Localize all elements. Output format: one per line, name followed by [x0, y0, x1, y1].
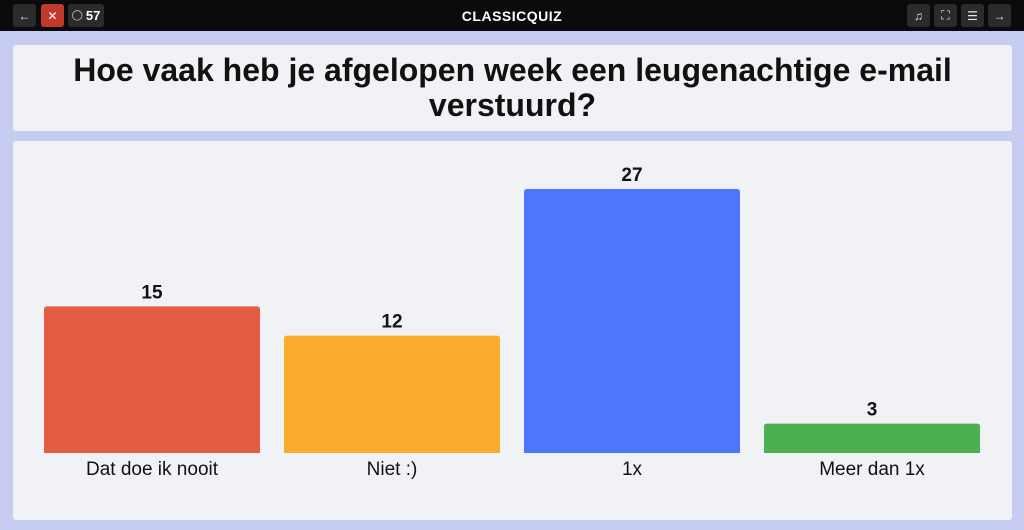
comment-icon: ◯ [71, 10, 83, 21]
category-label: Dat doe ik nooit [86, 459, 219, 480]
category-label: 1x [622, 459, 643, 480]
category-label: Meer dan 1x [819, 459, 925, 480]
bar-value-label: 3 [867, 400, 878, 421]
results-bar-chart: 15 Dat doe ik nooit 12 Niet :) 27 1x 3 Meer dan… [44, 165, 980, 480]
music-button[interactable]: ♫ [907, 4, 930, 27]
app-title: CLASSICQUIZ [461, 7, 563, 24]
bar-value-label: 15 [141, 282, 163, 303]
category-label: Niet :) [367, 459, 418, 480]
bar-2 [524, 189, 740, 453]
fullscreen-button[interactable]: ⛶ [934, 4, 957, 27]
question-card: Hoe vaak heb je afgelopen week een leuge… [13, 45, 1012, 131]
fullscreen-icon: ⛶ [941, 8, 950, 22]
arrow-right-icon: → [993, 8, 1006, 23]
counter-value: 57 [85, 8, 101, 23]
music-icon: ♫ [914, 8, 923, 23]
bar-value-label: 12 [381, 312, 402, 333]
menu-icon: ☰ [967, 8, 978, 23]
bar-1 [284, 335, 500, 453]
next-button[interactable]: → [988, 4, 1011, 27]
top-bar: ← ✕ ◯ 57 CLASSICQUIZ ♫ ⛶ ☰ → [0, 0, 1024, 31]
arrow-left-icon: ← [18, 8, 31, 23]
close-button[interactable]: ✕ [41, 4, 64, 27]
menu-button[interactable]: ☰ [961, 4, 984, 27]
close-icon: ✕ [47, 8, 58, 23]
bar-0 [44, 306, 260, 453]
response-counter: ◯ 57 [68, 4, 104, 27]
results-chart-card: 15 Dat doe ik nooit 12 Niet :) 27 1x 3 Meer dan… [13, 141, 1012, 520]
question-text: Hoe vaak heb je afgelopen week een leuge… [73, 52, 952, 123]
bar-3 [764, 423, 980, 453]
bar-value-label: 27 [621, 165, 642, 186]
back-button[interactable]: ← [13, 4, 36, 27]
